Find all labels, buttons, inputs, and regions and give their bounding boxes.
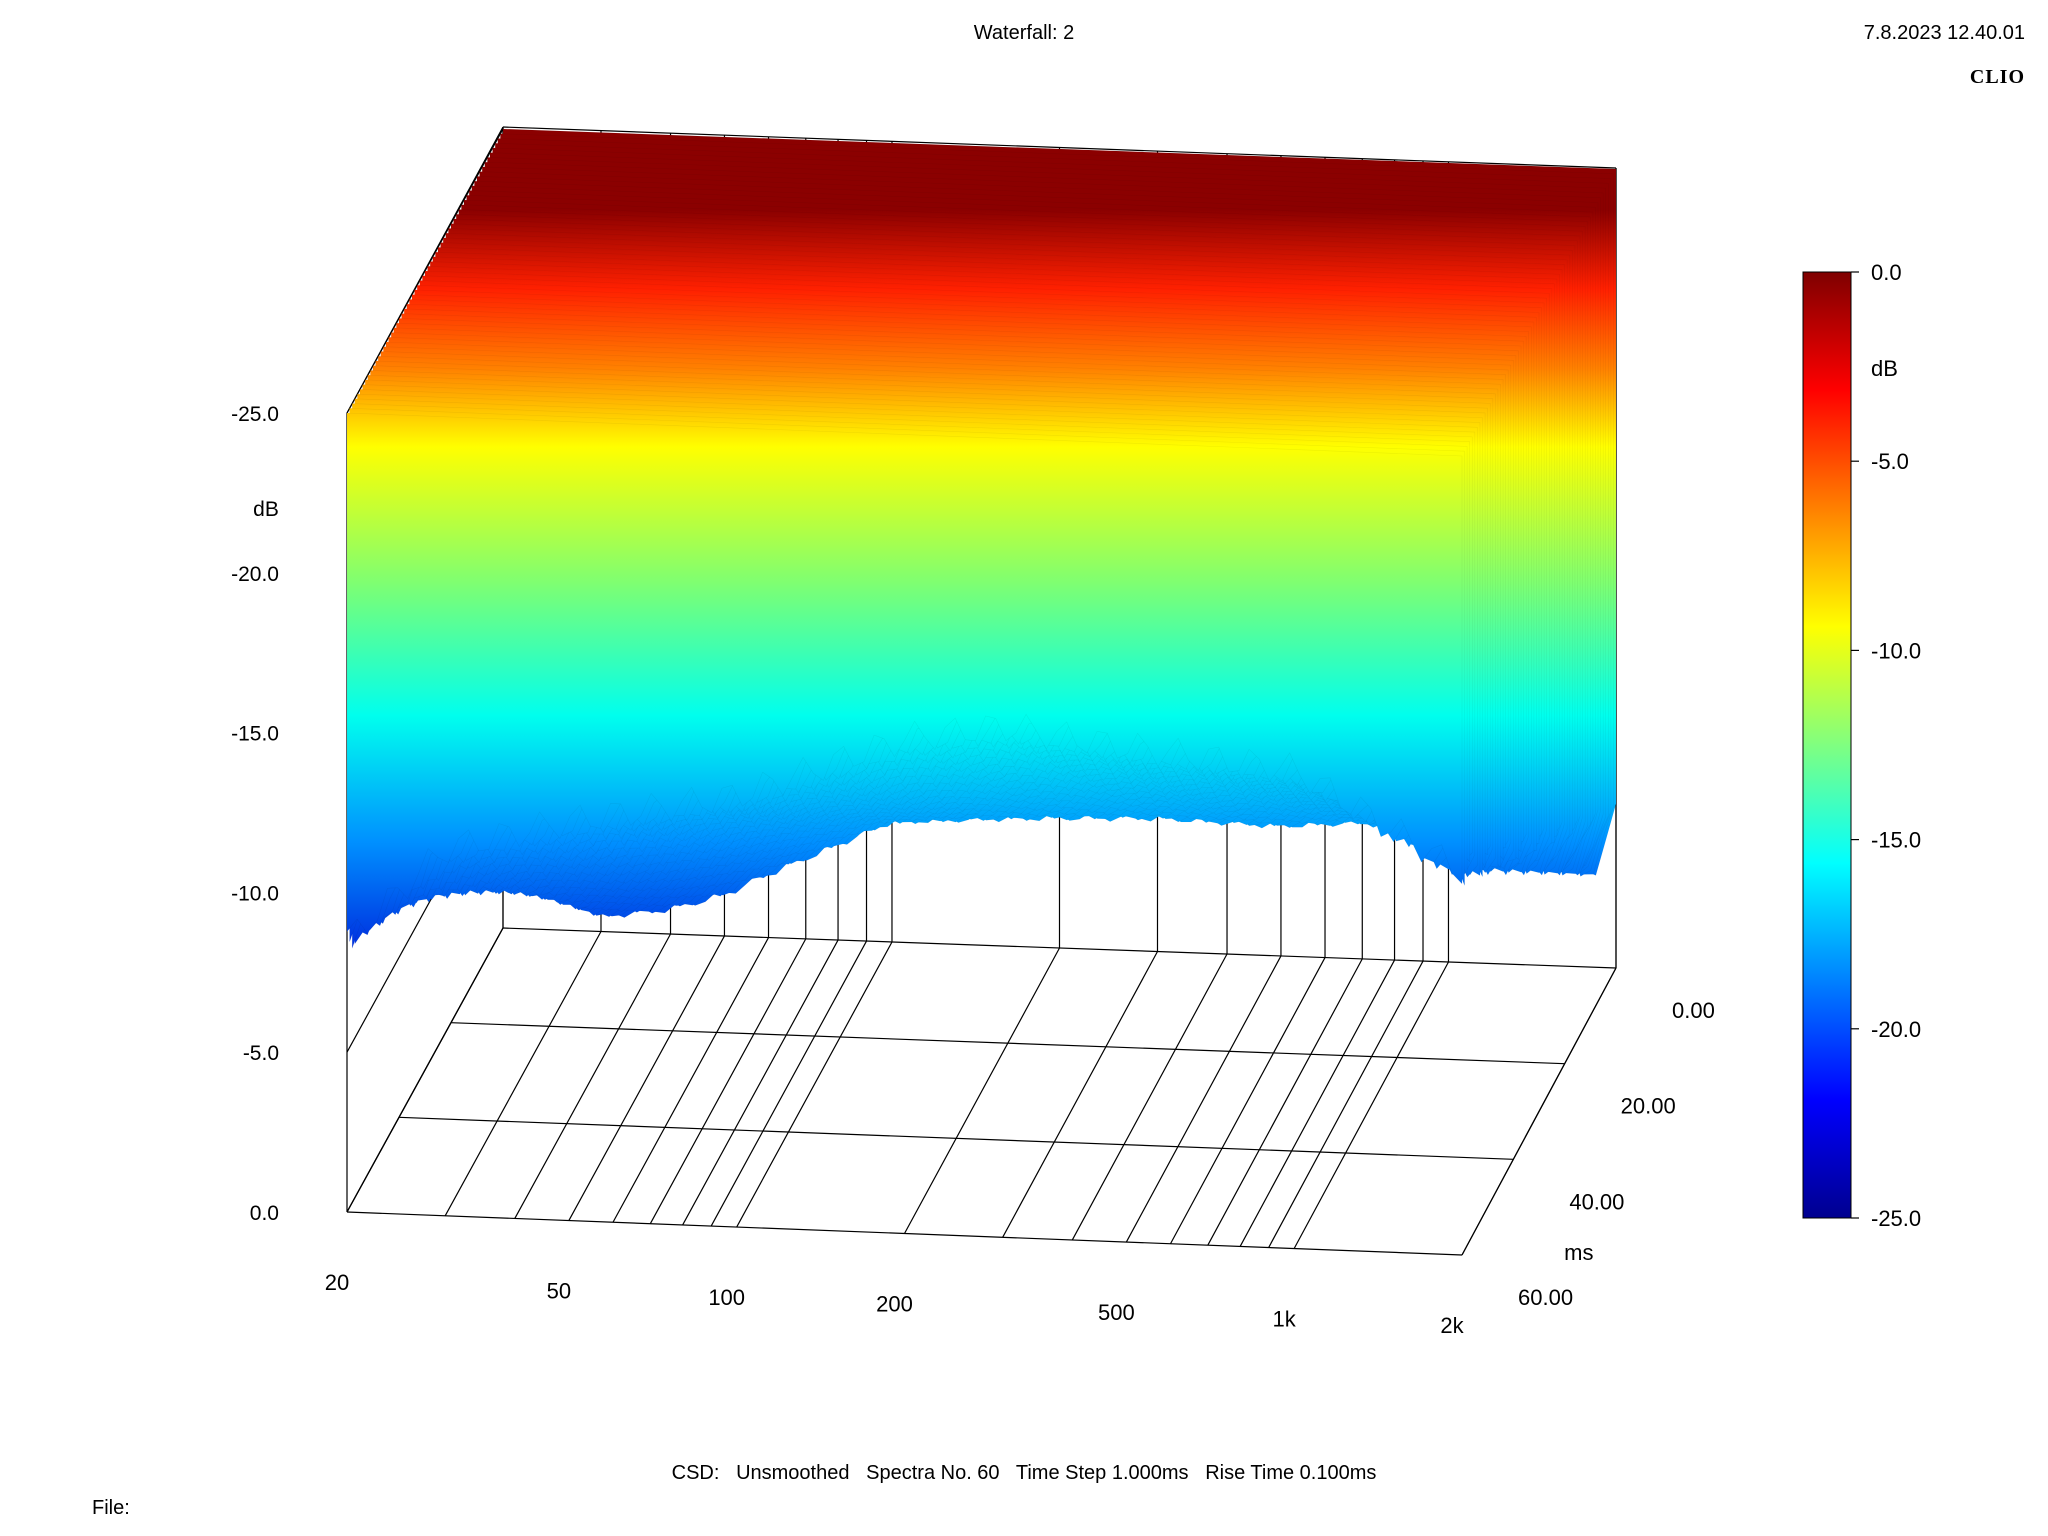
freq-gridline-floor	[444, 931, 602, 1217]
colorbar-tick-label: -20.0	[1871, 1017, 1921, 1042]
freq-gridline-floor	[514, 933, 672, 1219]
colorbar-tick-label: -5.0	[1871, 449, 1909, 474]
colorbar-unit: dB	[1871, 356, 1898, 381]
measurement-settings: CSD: Unsmoothed Spectra No. 60 Time Step…	[671, 1462, 1377, 1484]
freq-gridline-floor	[649, 938, 807, 1224]
y-tick-label: -15.0	[231, 723, 279, 746]
colorbar-tick-label: -10.0	[1871, 638, 1921, 663]
waterfall-surface	[346, 128, 1617, 949]
freq-gridline-floor	[1268, 960, 1424, 1248]
z-tick-label: 40.00	[1569, 1189, 1624, 1214]
x-tick-label: 50	[547, 1279, 571, 1304]
freq-gridline-floor	[1293, 961, 1450, 1249]
freq-gridline-floor	[568, 935, 725, 1221]
colorbar-tick-label: 0.0	[1871, 260, 1902, 285]
timestamp: 7.8.2023 12.40.01	[1863, 22, 2025, 44]
x-tick-label: 20	[325, 1270, 349, 1295]
x-tick-label: 100	[708, 1285, 745, 1310]
freq-gridline-floor	[1461, 967, 1617, 1256]
x-tick-label: 2k	[1440, 1313, 1464, 1338]
x-tick-label: 500	[1098, 1300, 1135, 1325]
y-tick-label: -20.0	[231, 563, 279, 586]
freq-gridline-floor	[710, 940, 868, 1227]
freq-gridline-floor	[682, 939, 839, 1226]
colorbar-tick-label: -15.0	[1871, 828, 1921, 853]
axis-tick-labels: 0.0 -5.0 -10.0 -15.0 -20.0 -25.0 dB 20 50 100 200 5…	[231, 403, 1715, 1338]
freq-gridline-floor	[1239, 959, 1396, 1247]
y-tick-label: -25.0	[231, 403, 279, 426]
freq-gridline-floor	[1002, 951, 1159, 1238]
x-tick-label: 1k	[1273, 1307, 1297, 1332]
y-tick-label: -10.0	[231, 882, 279, 905]
colorbar-tick-label: -25.0	[1871, 1206, 1921, 1231]
time-gridline	[450, 1022, 1565, 1065]
spectrum-slice	[346, 412, 1463, 934]
chart-title: Waterfall: 2	[973, 22, 1075, 44]
z-tick-label: 60.00	[1518, 1285, 1573, 1310]
brand-logo: CLIO	[1969, 66, 2025, 88]
z-axis-unit: ms	[1564, 1240, 1593, 1265]
y-tick-label: -5.0	[243, 1042, 279, 1065]
freq-gridline-floor	[903, 947, 1061, 1234]
y-axis-unit: dB	[253, 498, 279, 521]
freq-gridline-floor	[1207, 958, 1363, 1246]
file-label: File:	[92, 1497, 130, 1519]
freq-gridline-floor	[736, 941, 893, 1228]
colorbar-scale	[1802, 271, 1852, 1219]
x-tick-label: 200	[876, 1292, 913, 1317]
colorbar: 0.0 -5.0 -10.0 -15.0 -20.0 -25.0 dB	[1802, 260, 1921, 1231]
time-gridline	[398, 1116, 1514, 1160]
freq-gridline-floor	[1071, 953, 1228, 1241]
freq-gridline-floor	[612, 937, 770, 1223]
freq-gridline-floor	[346, 927, 504, 1213]
freq-gridline-floor	[1169, 957, 1326, 1245]
y-tick-label: 0.0	[250, 1202, 279, 1225]
z-tick-label: 0.00	[1672, 998, 1715, 1023]
z-tick-label: 20.00	[1621, 1094, 1676, 1119]
freq-gridline-floor	[1125, 955, 1282, 1243]
